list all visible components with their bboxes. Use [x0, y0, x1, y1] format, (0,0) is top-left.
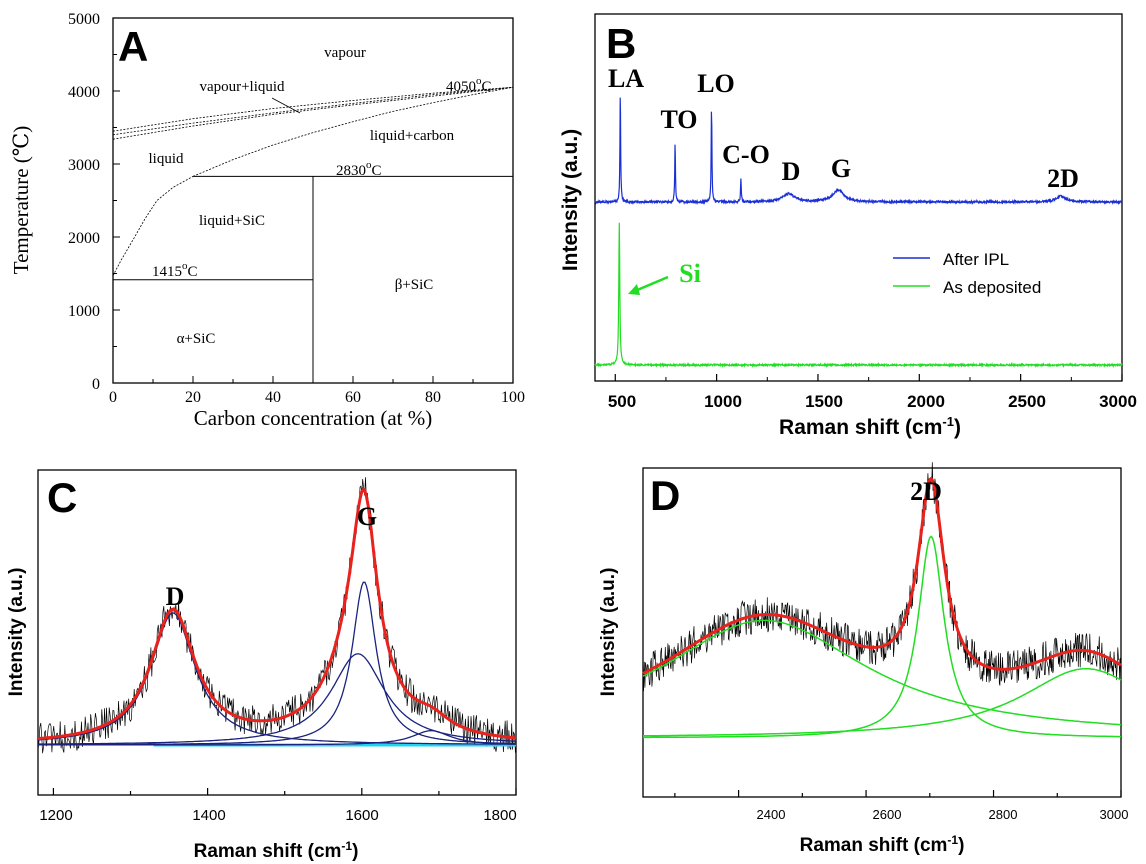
a-xtick-label: 80	[425, 389, 441, 406]
a-region-vapour-liquid: vapour+liquid	[199, 79, 285, 95]
a-boundary-line	[112, 176, 194, 276]
a-boundary-line	[112, 86, 514, 132]
d-xtick-label: 2800	[989, 807, 1018, 822]
c-raw-spectrum	[37, 477, 516, 754]
a-vapour-liquid-pointer	[271, 97, 301, 114]
b-series-as-deposited	[594, 222, 1123, 369]
panel-b-raman-overview: B LA TO LO C-O D G 2D Si After IPL As de…	[559, 13, 1137, 439]
d-peak-label-2d: 2D	[910, 477, 942, 506]
d-component-broad-2	[643, 667, 1122, 737]
c-xtick-label: 1600	[345, 807, 378, 824]
a-boundary-line	[192, 86, 514, 177]
a-ytick-label: 2000	[68, 230, 100, 247]
a-xtick-label: 60	[345, 389, 361, 406]
b-peak-label-2d: 2D	[1047, 164, 1079, 193]
a-ytick-label: 5000	[68, 11, 100, 28]
b-xtick-label: 2000	[907, 392, 945, 411]
a-ytick-label: 4000	[68, 84, 100, 101]
b-si-arrowhead	[628, 284, 640, 295]
b-xtick-label: 3000	[1099, 392, 1137, 411]
d-component-broad-1	[642, 619, 1122, 726]
a-ytick-label: 1000	[68, 303, 100, 320]
d-xtick-label: 2400	[757, 807, 786, 822]
panel-a-boundaries	[112, 86, 514, 383]
a-label-4050: 4050oC	[446, 75, 492, 95]
d-x-axis-title: Raman shift (cm-1)	[800, 833, 965, 856]
b-y-axis-title: Intensity (a.u.)	[559, 129, 582, 271]
b-si-arrow	[634, 275, 669, 293]
a-boundary-line	[112, 86, 514, 136]
c-component-broad	[37, 653, 516, 745]
b-xtick-label: 500	[608, 392, 636, 411]
b-peak-label-la: LA	[608, 64, 644, 93]
d-xtick-label: 2600	[873, 807, 902, 822]
panel-a-label: A	[118, 23, 148, 70]
panel-d-2d-fit: D 2D 2400 2600 2800 3000 Raman shift (cm…	[598, 462, 1128, 856]
a-region-beta-sic: β+SiC	[395, 277, 434, 293]
b-xtick-label: 2500	[1008, 392, 1046, 411]
panel-d-label: D	[650, 472, 680, 519]
panel-c-label: C	[47, 474, 77, 521]
a-label-1415: 1415oC	[152, 260, 198, 280]
panel-c-d-g-fit: C D G 1200 1400 1600 1800 Raman shift (c…	[6, 469, 517, 862]
c-xtick-label: 1400	[192, 807, 225, 824]
panel-c-frame	[37, 469, 517, 796]
a-ytick-label: 3000	[68, 157, 100, 174]
b-xtick-label: 1000	[704, 392, 742, 411]
a-region-liquid: liquid	[148, 151, 184, 167]
panel-b-ticks	[614, 374, 1123, 381]
panel-c-ticks	[52, 788, 517, 795]
b-peak-label-lo: LO	[697, 69, 735, 98]
c-xtick-label: 1200	[39, 807, 72, 824]
c-component-shoulder	[37, 729, 516, 746]
b-x-axis-title: Raman shift (cm-1)	[779, 414, 961, 439]
panel-b-frame	[594, 13, 1123, 382]
c-peak-label-g: G	[357, 502, 377, 531]
panel-d-frame	[642, 467, 1122, 798]
b-series-after-ipl	[594, 97, 1123, 206]
panel-b-label: B	[606, 20, 636, 67]
b-xtick-label: 1500	[805, 392, 843, 411]
b-legend-as-deposited: As deposited	[943, 278, 1041, 297]
a-x-axis-title: Carbon concentration (at %)	[194, 406, 433, 430]
c-y-axis-title: Intensity (a.u.)	[6, 568, 27, 697]
panel-a-ticks	[112, 17, 514, 384]
a-ytick-label: 0	[92, 376, 100, 393]
c-cumulative-fit	[37, 487, 517, 741]
panel-a-phase-diagram: A 5000 4000 3000 2000 1000 0 0 20 40 60 …	[9, 11, 525, 430]
a-xtick-label: 100	[501, 389, 525, 406]
b-peak-label-g: G	[831, 154, 851, 183]
a-region-vapour: vapour	[324, 45, 366, 61]
d-cumulative-fit	[642, 476, 1122, 675]
b-peak-label-si: Si	[679, 259, 701, 288]
c-component-d	[37, 612, 516, 745]
a-label-2830: 2830oC	[336, 159, 382, 179]
d-raw-spectrum	[642, 462, 1122, 692]
c-peak-label-d: D	[166, 582, 185, 611]
a-region-liquid-sic: liquid+SiC	[199, 213, 265, 229]
b-legend-after-ipl: After IPL	[943, 250, 1009, 269]
d-xtick-label: 3000	[1100, 807, 1129, 822]
panel-d-ticks	[674, 790, 1122, 797]
a-region-alpha-sic: α+SiC	[177, 331, 216, 347]
a-xtick-label: 20	[185, 389, 201, 406]
c-xtick-label: 1800	[483, 807, 516, 824]
a-region-liquid-carbon: liquid+carbon	[370, 128, 455, 144]
d-component-2d	[643, 535, 1121, 739]
a-boundary-line	[112, 86, 514, 140]
a-xtick-label: 0	[109, 389, 117, 406]
b-peak-label-to: TO	[660, 105, 697, 134]
c-x-axis-title: Raman shift (cm-1)	[194, 839, 359, 862]
a-y-axis-title: Temperature (℃)	[9, 126, 33, 275]
a-xtick-label: 40	[265, 389, 281, 406]
b-peak-label-d: D	[782, 157, 801, 186]
b-peak-label-co: C-O	[722, 140, 770, 169]
d-y-axis-title: Intensity (a.u.)	[598, 568, 619, 697]
